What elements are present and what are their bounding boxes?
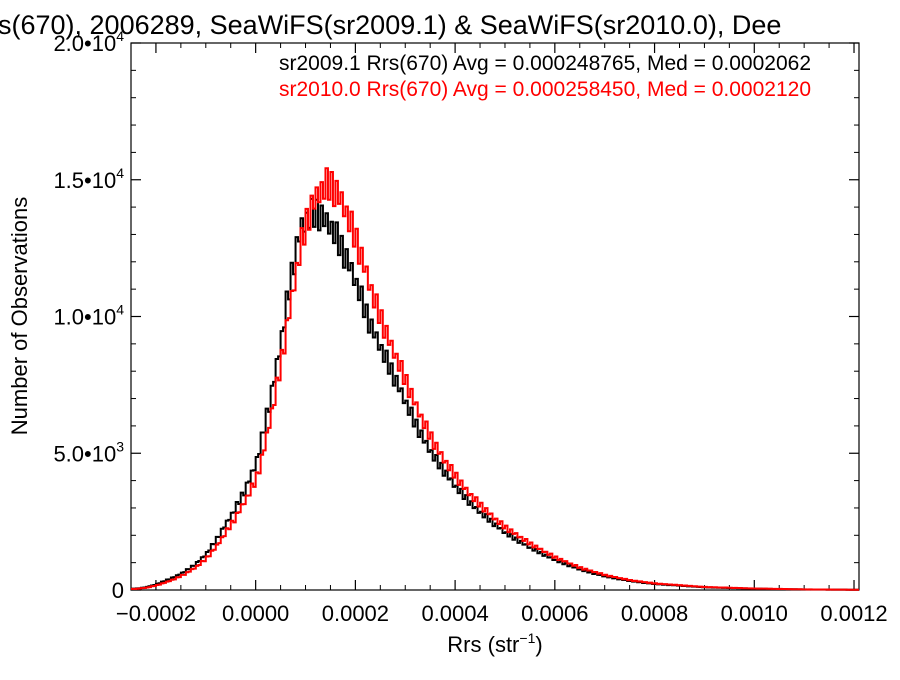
x-tick-label: 0.0000 [222,601,289,626]
y-tick-mantissa: 1.5•10 [53,168,116,193]
y-tick-mantissa: 5.0•10 [53,441,116,466]
series-layer [131,167,859,591]
histogram-series-2 [131,167,859,591]
chart-title: s(670), 2006289, SeaWiFS(sr2009.1) & Sea… [0,10,781,40]
x-tick-label: 0.0002 [322,601,389,626]
x-tick-label: −0.0002 [116,601,196,626]
y-tick-label: 1.5•104 [53,165,124,193]
y-tick-mantissa: 2.0•10 [53,31,116,56]
y-tick-exponent: 4 [116,302,124,318]
x-tick-label: 0.0012 [820,601,887,626]
y-tick-exponent: 3 [116,438,124,454]
y-tick-label: 0 [112,578,124,603]
x-axis-label: Rrs (str−1) [447,630,542,657]
legend-annotation-sr2010: sr2010.0 Rrs(670) Avg = 0.000258450, Med… [279,78,811,101]
x-axis-label-main: Rrs (str [447,632,519,657]
y-tick-mantissa: 1.0•10 [53,305,116,330]
y-tick-label: 1.0•104 [53,302,124,330]
x-axis-label-close: ) [535,632,542,657]
x-tick-label: 0.0004 [421,601,488,626]
histogram-series-1 [131,197,859,591]
y-tick-mantissa: 0 [112,578,124,603]
y-tick-exponent: 4 [116,28,124,44]
y-tick-label: 5.0•103 [53,438,124,466]
legend-annotation-sr2009: sr2009.1 Rrs(670) Avg = 0.000248765, Med… [279,52,811,75]
x-tick-label: 0.0008 [621,601,688,626]
x-axis-label-sup: −1 [519,630,535,646]
axis-ticks [130,42,859,591]
x-tick-label: 0.0010 [721,601,788,626]
y-tick-label: 2.0•104 [53,28,124,56]
x-tick-labels: −0.0002 0.0000 0.0002 0.0004 0.0006 0.0008 0.0… [116,601,888,626]
x-tick-label: 0.0006 [521,601,588,626]
y-axis-label: Number of Observations [7,197,32,435]
y-tick-exponent: 4 [116,165,124,181]
